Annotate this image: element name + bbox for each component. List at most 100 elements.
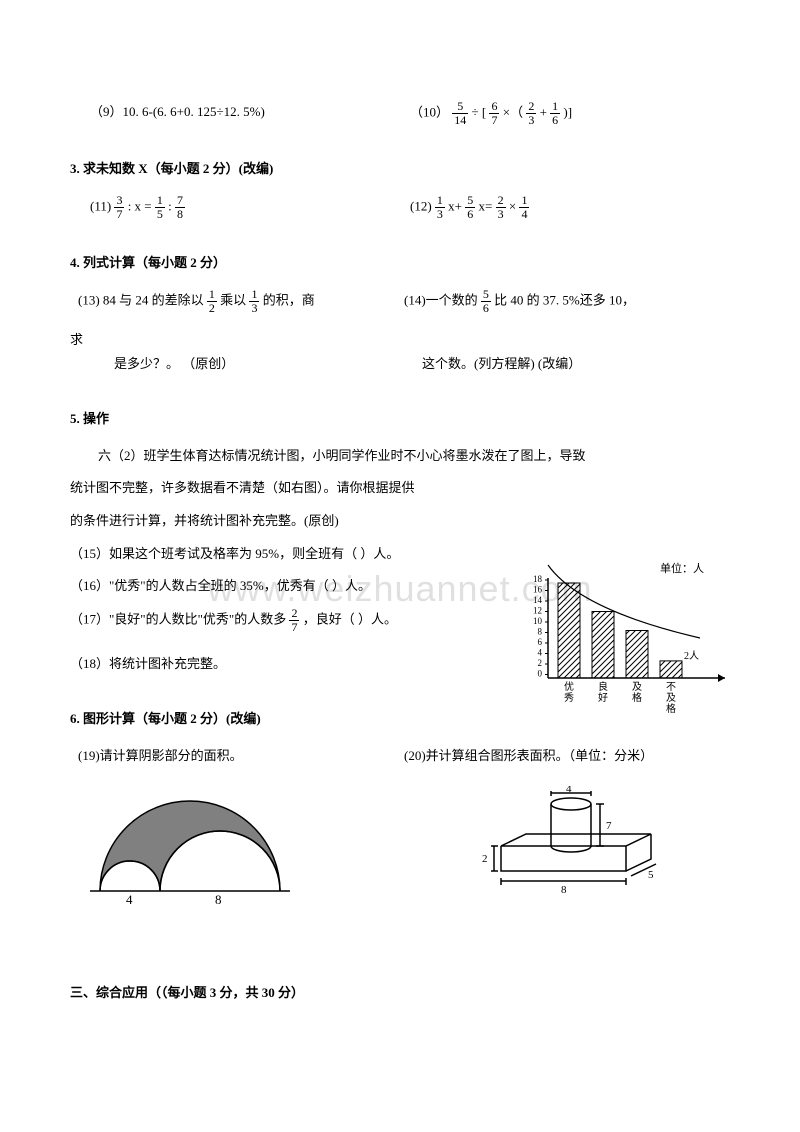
bar-chart: 单位：人 181614121086420 2人 优秀良好及格不及格 — [520, 560, 730, 710]
fig20-d5: 5 — [648, 869, 654, 881]
svg-text:18: 18 — [533, 574, 543, 584]
row-q19-q20: (19)请计算阴影部分的面积。 (20)并计算组合图形表面积。（单位：分米） — [70, 744, 730, 769]
q12-f2: 56 — [465, 194, 475, 221]
q10-plus: + — [540, 105, 547, 120]
svg-text:16: 16 — [533, 585, 543, 595]
svg-text:优: 优 — [564, 680, 574, 693]
svg-text:2: 2 — [538, 658, 543, 668]
svg-text:良: 良 — [598, 680, 608, 693]
svg-text:2人: 2人 — [684, 650, 699, 662]
row-q13b-q14b: 是多少？。 （原创） 这个数。(列方程解) (改编） — [70, 352, 730, 377]
q17: （17）"良好"的人数比"优秀"的人数多 27 ，良好（ ）人。 — [70, 607, 490, 634]
q9: （9）10. 6-(6. 6+0. 125÷12. 5%) — [70, 100, 410, 127]
q10-frac2: 67 — [489, 100, 499, 127]
q11-f1: 37 — [114, 194, 124, 221]
svg-text:不: 不 — [666, 682, 676, 693]
q13b: 是多少？。 （原创） — [70, 352, 422, 377]
fig19-label-8: 8 — [215, 892, 222, 906]
svg-text:格: 格 — [632, 691, 642, 704]
svg-text:8: 8 — [538, 627, 543, 637]
svg-text:12: 12 — [533, 606, 542, 616]
q10: （10） 514 ÷ [ 67 ×（ 23 + 16 )] — [410, 100, 730, 127]
svg-text:0: 0 — [538, 669, 543, 679]
q9-text: （9）10. 6-(6. 6+0. 125÷12. 5%) — [90, 104, 265, 119]
q16: （16）"优秀"的人数占全班的 35%，优秀有（ ）人。 — [70, 574, 450, 599]
figures-row: 4 8 4 7 — [70, 786, 730, 925]
q10-frac4: 16 — [550, 100, 560, 127]
q17-pre: （17）"良好"的人数比"优秀"的人数多 — [70, 612, 286, 627]
p5-line2: 统计图不完整，许多数据看不清楚（如右图）。请你根据提供 — [70, 476, 430, 501]
chart-svg: 单位：人 181614121086420 2人 优秀良好及格不及格 — [520, 560, 730, 720]
fig20-w8: 8 — [561, 884, 567, 896]
figure-20: 4 7 2 8 5 — [413, 786, 720, 925]
fig20-box-front — [501, 846, 626, 871]
q13-f1: 12 — [207, 288, 217, 315]
q12: (12) 13 x+ 56 x= 23 × 14 — [410, 194, 730, 221]
q13-mid: 乘以 — [220, 293, 249, 308]
q10-label: （10） — [410, 105, 449, 120]
chart-ylabels: 181614121086420 — [533, 574, 548, 679]
fig19-shade — [100, 801, 280, 891]
q13-post: 的积，商 — [263, 293, 315, 308]
fig20-h7: 7 — [606, 820, 612, 832]
q10-mid: ÷ [ — [472, 105, 487, 120]
q14: (14)一个数的 56 比 40 的 37. 5%还多 10， — [404, 288, 730, 315]
chart-unit: 单位：人 — [660, 561, 704, 575]
fig19-label-4: 4 — [126, 892, 133, 906]
q10-times: ×（ — [503, 105, 523, 120]
q17-f: 27 — [289, 607, 299, 634]
q11-f3: 78 — [175, 194, 185, 221]
section-4-title: 4. 列式计算（每小题 2 分） — [70, 251, 730, 276]
q10-frac3: 23 — [526, 100, 536, 127]
q17-post: ，良好（ ）人。 — [303, 612, 397, 627]
chart-xlabels: 优秀良好及格不及格 — [564, 680, 676, 715]
q12-f1: 13 — [435, 194, 445, 221]
q19: (19)请计算阴影部分的面积。 — [70, 744, 404, 769]
fig20-h2: 2 — [482, 853, 488, 865]
row-q9-q10: （9）10. 6-(6. 6+0. 125÷12. 5%) （10） 514 ÷… — [70, 100, 730, 127]
fig20-cyl-top — [551, 798, 591, 810]
q14-pre: (14)一个数的 — [404, 293, 481, 308]
q12-x2: x= — [479, 199, 493, 214]
q13: (13) 84 与 24 的差除以 12 乘以 13 的积，商 — [70, 288, 404, 315]
fig20-w4: 4 — [566, 786, 572, 795]
svg-text:格: 格 — [666, 702, 676, 715]
svg-text:4: 4 — [538, 648, 543, 658]
figure-19: 4 8 — [80, 786, 387, 925]
qiu-line: 求 — [70, 328, 730, 353]
q11-f2: 15 — [155, 194, 165, 221]
q14-f: 56 — [481, 288, 491, 315]
q15: （15）如果这个班考试及格率为 95%，则全班有（ ）人。 — [70, 542, 450, 567]
svg-text:10: 10 — [533, 616, 543, 626]
q12-times: × — [509, 199, 516, 214]
q11: (11) 37 : x = 15 : 78 — [70, 194, 410, 221]
q10-frac1: 514 — [452, 100, 468, 127]
q12-f4: 14 — [519, 194, 529, 221]
q14b: 这个数。(列方程解) (改编） — [422, 352, 730, 377]
section-5-title: 5. 操作 — [70, 407, 730, 432]
q13-pre: (13) 84 与 24 的差除以 — [78, 293, 204, 308]
svg-text:好: 好 — [598, 692, 608, 704]
fig20-svg: 4 7 2 8 5 — [456, 786, 676, 916]
q20: (20)并计算组合图形表面积。（单位：分米） — [404, 744, 730, 769]
svg-text:14: 14 — [533, 595, 543, 605]
q14-post: 比 40 的 37. 5%还多 10， — [494, 293, 635, 308]
row-q11-q12: (11) 37 : x = 15 : 78 (12) 13 x+ 56 x= 2… — [70, 194, 730, 221]
q12-x1: x+ — [448, 199, 462, 214]
section-final: 三、综合应用（（每小题 3 分，共 30 分） — [70, 981, 730, 1006]
svg-text:秀: 秀 — [564, 692, 574, 704]
row-q13-q14: (13) 84 与 24 的差除以 12 乘以 13 的积，商 (14)一个数的… — [70, 288, 730, 315]
section-3-title: 3. 求未知数 X（每小题 2 分）(改编) — [70, 157, 730, 182]
fig19-svg: 4 8 — [80, 786, 310, 906]
q12-label: (12) — [410, 199, 435, 214]
q13-f2: 13 — [249, 288, 259, 315]
fig20-cyl-bot — [551, 846, 591, 852]
chart-arrow — [718, 674, 725, 682]
q10-end: )] — [563, 105, 572, 120]
p5-line3: 的条件进行计算，并将统计图补充完整。(原创) — [70, 509, 430, 534]
svg-text:及: 及 — [666, 692, 676, 704]
p5-line1: 六（2）班学生体育达标情况统计图，小明同学作业时不小心将墨水泼在了图上，导致 — [70, 444, 730, 469]
svg-text:6: 6 — [538, 637, 543, 647]
fig20-box-top — [501, 834, 651, 846]
q11-colon: : — [168, 199, 172, 214]
